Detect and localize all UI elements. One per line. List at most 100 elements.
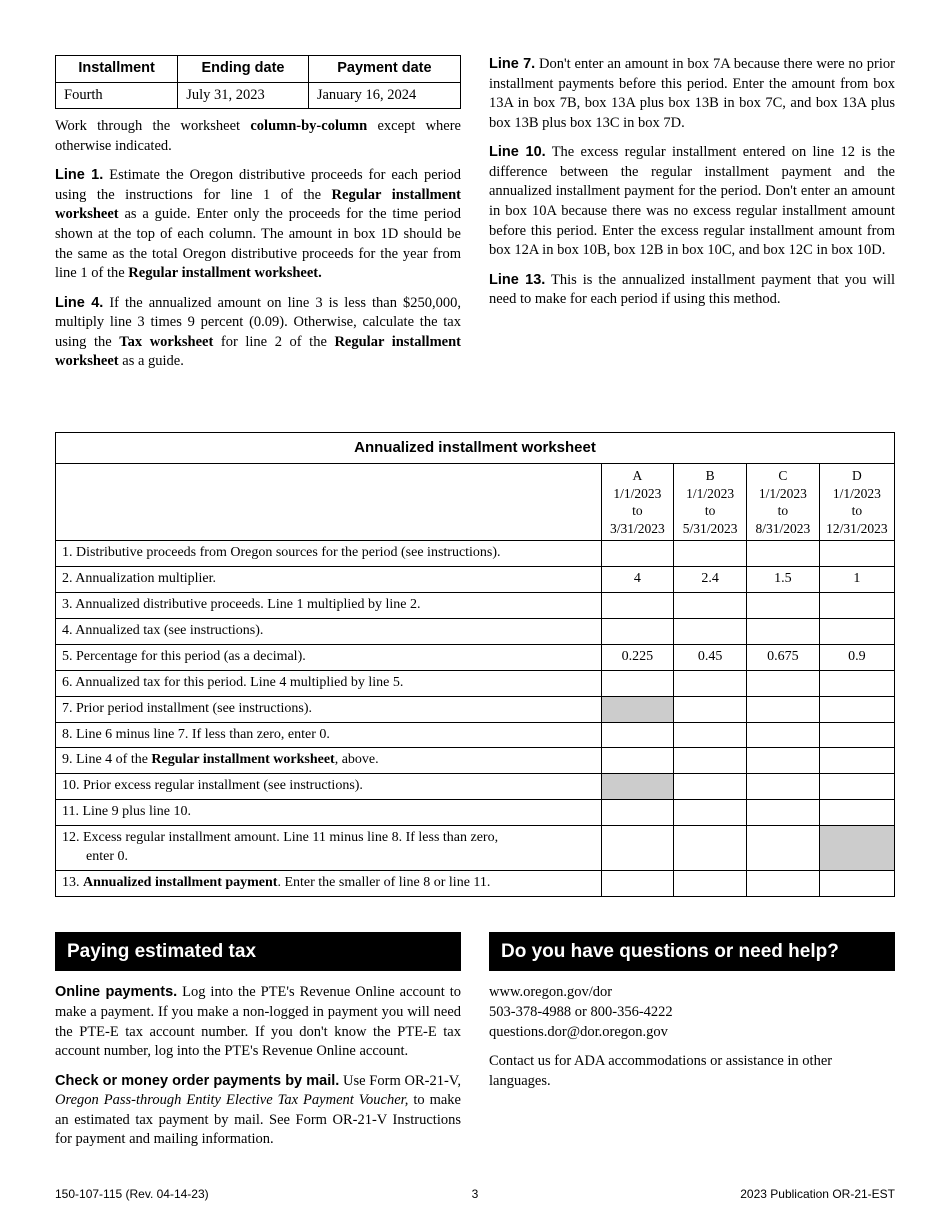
page-footer: 150-107-115 (Rev. 04-14-23) 3 2023 Publi…: [55, 1186, 895, 1202]
intro-para: Work through the worksheet column-by-col…: [55, 117, 461, 156]
row-value: [674, 774, 747, 800]
row-value: [746, 670, 819, 696]
upper-columns: Installment Ending date Payment date Fou…: [55, 55, 895, 382]
row-value: [674, 541, 747, 567]
row-value: [601, 826, 674, 871]
text-bold: Regular installment worksheet.: [128, 265, 321, 281]
row-value: [601, 774, 674, 800]
col-end: 3/31/2023: [610, 521, 665, 536]
ada-para: Contact us for ADA accommodations or ass…: [489, 1052, 895, 1091]
annualized-worksheet: Annualized installment worksheet A 1/1/2…: [55, 432, 895, 897]
row-value: [819, 541, 894, 567]
row-value: [601, 593, 674, 619]
col-c-header: C 1/1/2023 to 8/31/2023: [746, 464, 819, 541]
footer-left: 150-107-115 (Rev. 04-14-23): [55, 1186, 209, 1202]
text: Work through the worksheet: [55, 118, 250, 134]
row-value: [746, 774, 819, 800]
col-a-header: A 1/1/2023 to 3/31/2023: [601, 464, 674, 541]
col-from: 1/1/2023: [759, 486, 807, 501]
col-to: to: [852, 503, 863, 518]
row-value: [674, 826, 747, 871]
contact-info: www.oregon.gov/dor 503-378-4988 or 800-3…: [489, 983, 895, 1042]
worksheet-row: 3. Annualized distributive proceeds. Lin…: [56, 593, 895, 619]
text-italic: Oregon Pass-through Entity Elective Tax …: [55, 1092, 408, 1108]
col-b-header: B 1/1/2023 to 5/31/2023: [674, 464, 747, 541]
col-end: 8/31/2023: [755, 521, 810, 536]
row-value: [819, 722, 894, 748]
right-column: Line 7. Don't enter an amount in box 7A …: [489, 55, 895, 382]
td-ending: July 31, 2023: [178, 82, 309, 109]
worksheet-row: 5. Percentage for this period (as a deci…: [56, 644, 895, 670]
row-value: [746, 696, 819, 722]
line13-para: Line 13. This is the annualized installm…: [489, 271, 895, 310]
line7-para: Line 7. Don't enter an amount in box 7A …: [489, 55, 895, 133]
worksheet-row: 4. Annualized tax (see instructions).: [56, 618, 895, 644]
row-value: [674, 870, 747, 896]
th-payment: Payment date: [308, 56, 460, 83]
row-value: [746, 800, 819, 826]
help-email: questions.dor@dor.oregon.gov: [489, 1024, 668, 1040]
help-column: Do you have questions or need help? www.…: [489, 932, 895, 1160]
worksheet-row: 13. Annualized installment payment. Ente…: [56, 870, 895, 896]
col-letter: B: [706, 468, 715, 483]
row-value: 0.225: [601, 644, 674, 670]
worksheet-row: 2. Annualization multiplier.42.41.51: [56, 567, 895, 593]
row-value: 0.45: [674, 644, 747, 670]
row-label: 12. Excess regular installment amount. L…: [56, 826, 602, 871]
text: as a guide.: [119, 353, 184, 369]
worksheet-row: 8. Line 6 minus line 7. If less than zer…: [56, 722, 895, 748]
th-installment: Installment: [56, 56, 178, 83]
footer-page-number: 3: [472, 1186, 479, 1202]
row-label: 9. Line 4 of the Regular installment wor…: [56, 748, 602, 774]
worksheet-row: 6. Annualized tax for this period. Line …: [56, 670, 895, 696]
line1-para: Line 1. Estimate the Oregon distributive…: [55, 166, 461, 283]
worksheet-row: 9. Line 4 of the Regular installment wor…: [56, 748, 895, 774]
worksheet-row: 12. Excess regular installment amount. L…: [56, 826, 895, 871]
row-value: 1.5: [746, 567, 819, 593]
td-installment: Fourth: [56, 82, 178, 109]
para-label: Online payments.: [55, 984, 177, 1000]
row-value: [746, 722, 819, 748]
row-value: [601, 541, 674, 567]
table-row: Fourth July 31, 2023 January 16, 2024: [56, 82, 461, 109]
col-end: 5/31/2023: [683, 521, 738, 536]
row-value: [674, 722, 747, 748]
col-to: to: [705, 503, 716, 518]
worksheet-row: 1. Distributive proceeds from Oregon sou…: [56, 541, 895, 567]
row-label: 3. Annualized distributive proceeds. Lin…: [56, 593, 602, 619]
text: This is the annualized installment payme…: [489, 272, 895, 308]
col-to: to: [778, 503, 789, 518]
line-label: Line 7.: [489, 56, 535, 72]
row-value: [746, 870, 819, 896]
text-bold: Tax worksheet: [119, 334, 213, 350]
paying-column: Paying estimated tax Online payments. Lo…: [55, 932, 461, 1160]
row-value: [819, 774, 894, 800]
row-value: 0.675: [746, 644, 819, 670]
row-value: [819, 826, 894, 871]
row-value: [819, 670, 894, 696]
col-d-header: D 1/1/2023 to 12/31/2023: [819, 464, 894, 541]
row-value: [601, 722, 674, 748]
para-label: Check or money order payments by mail.: [55, 1073, 339, 1089]
worksheet-container: Annualized installment worksheet A 1/1/2…: [55, 432, 895, 897]
row-value: [746, 618, 819, 644]
row-label: 8. Line 6 minus line 7. If less than zer…: [56, 722, 602, 748]
td-payment: January 16, 2024: [308, 82, 460, 109]
text: Don't enter an amount in box 7A because …: [489, 56, 895, 131]
worksheet-row: 11. Line 9 plus line 10.: [56, 800, 895, 826]
col-from: 1/1/2023: [613, 486, 661, 501]
col-letter: D: [852, 468, 862, 483]
text-bold: column-by-column: [250, 118, 367, 134]
left-column: Installment Ending date Payment date Fou…: [55, 55, 461, 382]
row-label: 6. Annualized tax for this period. Line …: [56, 670, 602, 696]
line-label: Line 4.: [55, 295, 103, 311]
row-value: [674, 670, 747, 696]
col-to: to: [632, 503, 643, 518]
row-value: [674, 696, 747, 722]
row-value: [819, 748, 894, 774]
row-value: 4: [601, 567, 674, 593]
row-value: [674, 593, 747, 619]
line-label: Line 10.: [489, 144, 546, 160]
lower-columns: Paying estimated tax Online payments. Lo…: [55, 932, 895, 1160]
row-value: [746, 541, 819, 567]
